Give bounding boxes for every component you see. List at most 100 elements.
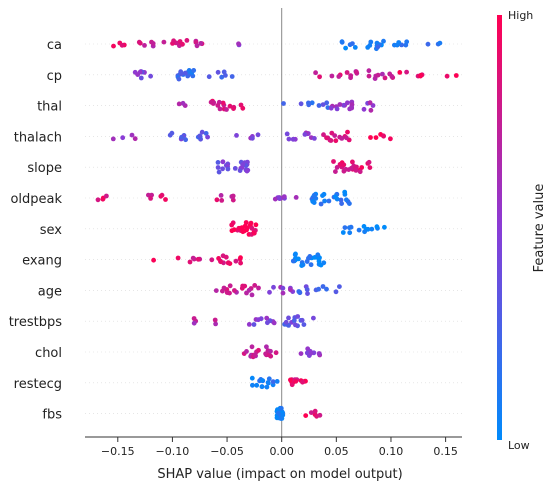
shap-point bbox=[163, 197, 168, 202]
shap-point bbox=[249, 292, 255, 298]
shap-point bbox=[302, 132, 308, 137]
shap-point bbox=[324, 100, 330, 106]
shap-point bbox=[369, 226, 375, 232]
shap-point bbox=[158, 193, 164, 199]
shap-point bbox=[284, 131, 290, 137]
shap-point bbox=[306, 100, 311, 106]
shap-point bbox=[348, 73, 354, 78]
shap-point bbox=[352, 45, 358, 50]
shap-point bbox=[311, 192, 317, 198]
shap-point bbox=[230, 193, 236, 199]
shap-point bbox=[184, 38, 190, 43]
shap-point bbox=[232, 288, 237, 293]
shap-point bbox=[309, 100, 315, 106]
shap-point bbox=[213, 288, 219, 293]
feature-label-sex: sex bbox=[40, 223, 63, 238]
shap-point bbox=[280, 290, 286, 296]
shap-point bbox=[373, 135, 379, 141]
feature-label-ca: ca bbox=[47, 38, 62, 53]
shap-point bbox=[312, 136, 317, 141]
shap-point bbox=[230, 197, 236, 203]
feature-row-thalach bbox=[110, 129, 393, 144]
shap-point bbox=[341, 162, 347, 168]
shap-point bbox=[437, 40, 443, 46]
shap-point bbox=[307, 254, 313, 259]
shap-point bbox=[366, 73, 372, 79]
feature-labels: ca cp thal thalach slope oldpeak sex exang age tr… bbox=[9, 38, 63, 423]
shap-point bbox=[343, 166, 349, 172]
shap-point bbox=[333, 138, 339, 144]
shap-point bbox=[343, 45, 348, 51]
feature-row-fbs bbox=[274, 405, 323, 421]
shap-point bbox=[345, 100, 350, 106]
shap-point bbox=[277, 196, 282, 202]
shap-point bbox=[340, 230, 346, 235]
shap-point bbox=[336, 74, 342, 79]
shap-point bbox=[347, 225, 352, 231]
shap-point bbox=[289, 382, 295, 388]
shap-point bbox=[244, 168, 250, 174]
shap-point bbox=[176, 101, 182, 107]
shap-point bbox=[246, 322, 252, 327]
feature-row-chol bbox=[241, 344, 323, 360]
shap-point bbox=[119, 42, 125, 48]
shap-point bbox=[333, 289, 339, 295]
shap-point bbox=[187, 259, 193, 265]
shap-point bbox=[356, 227, 362, 233]
shap-point bbox=[180, 100, 186, 106]
colorbar: High Low Feature value bbox=[497, 9, 547, 452]
shap-point bbox=[300, 262, 306, 268]
shap-point bbox=[288, 377, 293, 383]
feature-row-cp bbox=[132, 68, 459, 82]
shap-point bbox=[381, 133, 386, 139]
shap-point bbox=[295, 314, 301, 319]
shap-point bbox=[366, 159, 372, 165]
shap-point bbox=[137, 40, 143, 46]
shap-point bbox=[194, 43, 200, 49]
shap-point bbox=[321, 132, 326, 138]
shap-point bbox=[195, 256, 201, 262]
shap-point bbox=[329, 130, 335, 136]
shap-point bbox=[225, 166, 231, 172]
shap-point bbox=[382, 75, 388, 81]
shap-point bbox=[288, 287, 293, 293]
shap-point bbox=[232, 166, 238, 171]
shap-point bbox=[183, 137, 189, 143]
x-tick-label: 0.10 bbox=[379, 445, 404, 458]
shap-point bbox=[389, 74, 395, 79]
shap-point bbox=[266, 352, 272, 358]
shap-point bbox=[298, 101, 304, 107]
shap-point bbox=[286, 136, 292, 142]
shap-point bbox=[296, 289, 302, 294]
x-tick-label: 0.15 bbox=[433, 445, 458, 458]
shap-point bbox=[354, 69, 359, 75]
shap-point bbox=[246, 287, 252, 293]
shap-point bbox=[252, 283, 258, 288]
shap-point bbox=[255, 317, 261, 323]
shap-point bbox=[338, 197, 344, 203]
shap-point bbox=[148, 196, 154, 201]
feature-row-ca bbox=[111, 38, 443, 52]
shap-point bbox=[208, 99, 214, 105]
shap-point bbox=[317, 412, 323, 418]
shap-point bbox=[293, 322, 298, 328]
shap-point bbox=[251, 322, 257, 327]
shap-point bbox=[349, 105, 355, 111]
shap-point bbox=[292, 252, 298, 258]
shap-point bbox=[278, 405, 284, 411]
shap-point bbox=[329, 73, 335, 79]
shap-point bbox=[353, 168, 359, 173]
shap-point bbox=[333, 169, 338, 175]
shap-point bbox=[337, 284, 342, 289]
shap-point bbox=[381, 38, 386, 44]
shap-point bbox=[397, 70, 403, 75]
shap-point bbox=[203, 131, 209, 136]
shap-point bbox=[312, 408, 318, 414]
shap-point bbox=[243, 220, 249, 225]
feature-label-cp: cp bbox=[47, 69, 62, 84]
feature-label-thal: thal bbox=[37, 100, 62, 115]
feature-row-trestbps bbox=[191, 314, 316, 329]
feature-row-restecg bbox=[249, 375, 308, 390]
shap-point bbox=[220, 159, 226, 165]
shap-point bbox=[229, 228, 235, 234]
